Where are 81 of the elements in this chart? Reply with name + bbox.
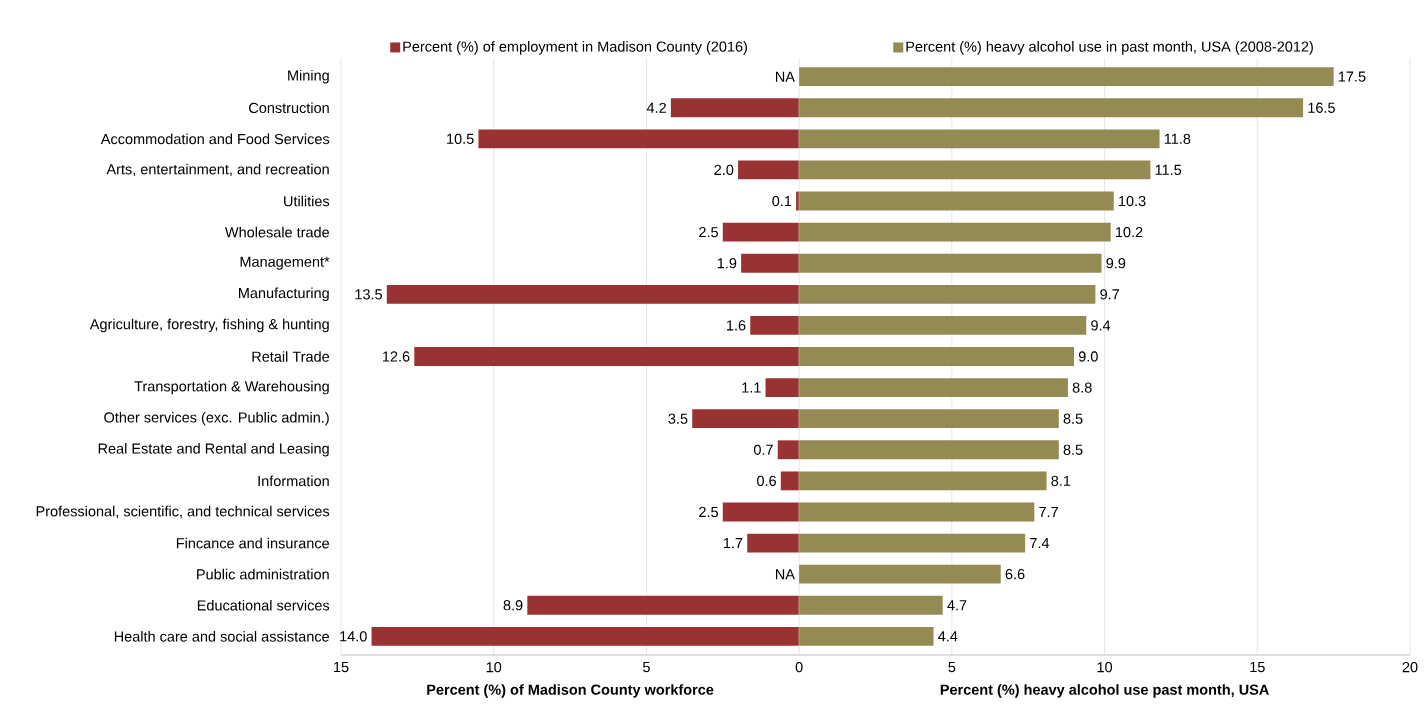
x-tick-label: 15: [1250, 662, 1265, 673]
bar: [670, 98, 800, 118]
x-tick-label: 15: [334, 662, 349, 673]
data-label: 8.5: [1063, 413, 1083, 424]
y-tick-label: Educational services: [197, 599, 330, 611]
data-label: 12.6: [382, 351, 410, 362]
y-tick-label: Manufacturing: [239, 287, 329, 302]
y-tick-label: Professional, scientific, and technical services: [36, 505, 330, 519]
bar: [799, 564, 1001, 584]
data-label: 8.5: [1063, 444, 1083, 455]
y-tick-label: Mining: [288, 69, 329, 84]
legend-label: Percent (%) heavy alcohol use in past month, USA (2008-2012): [906, 41, 1313, 55]
data-label: 0.1: [772, 195, 792, 207]
data-label: 1.9: [717, 258, 737, 269]
data-label: 0.6: [757, 475, 776, 486]
data-label: 10.3: [1119, 195, 1146, 207]
data-label: 13.5: [355, 289, 383, 300]
y-tick-label: Utilities: [284, 195, 330, 207]
data-label: 1.7: [723, 538, 743, 549]
y-tick-label: Real Estate and Rental and Leasing: [98, 443, 329, 457]
y-tick-label: Public administration: [197, 568, 329, 580]
legend-label: Percent (%) of employment in Madison County (2016): [403, 41, 747, 55]
y-tick-label: Management*: [240, 256, 330, 270]
x-tick-label: 0: [795, 662, 803, 673]
data-label: 10.2: [1115, 226, 1143, 238]
x-axis-title: Percent (%) heavy alcohol use past month, USA: [940, 684, 1269, 698]
data-label: 9.0: [1078, 351, 1098, 362]
y-tick-label: Construction: [249, 102, 329, 114]
data-label: 4.7: [947, 600, 967, 611]
bar: [722, 222, 800, 242]
x-tick-label: 5: [948, 662, 956, 673]
data-label: 4.4: [938, 631, 958, 642]
data-label: 7.7: [1039, 506, 1058, 517]
text: NA: [775, 71, 795, 82]
data-label: 9.7: [1100, 289, 1120, 300]
data-label: 8.1: [1051, 475, 1071, 486]
text: NA: [775, 569, 795, 580]
x-axis-title: Percent (%) of Madison County workforce: [427, 684, 714, 698]
data-label: 7.4: [1030, 538, 1050, 549]
data-label: 1.6: [727, 320, 746, 331]
data-label: 1.1: [742, 382, 761, 393]
bar: [780, 471, 800, 491]
data-label: 2.5: [699, 226, 718, 238]
y-tick-label: Retail Trade: [252, 351, 330, 362]
bar: [750, 315, 800, 335]
data-label: 2.5: [699, 506, 718, 518]
y-tick-label: Transportation & Warehousing: [134, 380, 329, 395]
data-label: 11.8: [1164, 133, 1191, 144]
y-tick-label: Accommodation and Food Services: [100, 133, 330, 145]
y-tick-label: Arts, entertainment, and recreation: [106, 163, 329, 177]
y-tick-label: Wholesale trade: [224, 226, 330, 238]
data-label: 6.6: [1005, 569, 1025, 580]
data-label: 8.9: [503, 600, 523, 611]
y-tick-label: Information: [258, 475, 329, 487]
x-tick-label: 10: [486, 662, 502, 673]
bar: [738, 160, 800, 180]
y-tick-label: Health care and social assistance: [114, 631, 330, 642]
data-label: 9.9: [1106, 258, 1126, 269]
bar: [741, 253, 800, 273]
y-tick-label: Other services (exc. Public admin.): [104, 411, 329, 426]
bar: [777, 440, 800, 460]
data-label: 11.5: [1155, 164, 1182, 175]
bar: [765, 378, 800, 398]
data-label: 16.5: [1308, 102, 1335, 113]
data-label: 0.7: [753, 444, 773, 455]
data-label: 2.0: [714, 164, 734, 176]
data-label: 4.2: [646, 102, 666, 113]
data-label: 3.5: [668, 413, 688, 424]
x-tick-label: 5: [642, 662, 650, 673]
bar: [799, 67, 1334, 87]
data-label: 17.5: [1338, 71, 1366, 82]
x-tick-label: 10: [1097, 662, 1113, 673]
x-tick-label: 20: [1402, 662, 1418, 673]
data-label: 8.8: [1072, 382, 1092, 393]
bar: [747, 533, 800, 553]
data-label: 9.4: [1091, 320, 1111, 331]
y-tick-label: Fincance and insurance: [176, 537, 330, 549]
y-tick-label: Agriculture, forestry, fishing & hunting: [89, 318, 329, 333]
data-label: 10.5: [447, 133, 474, 144]
bar: [799, 626, 934, 646]
data-label: 14.0: [340, 631, 367, 642]
